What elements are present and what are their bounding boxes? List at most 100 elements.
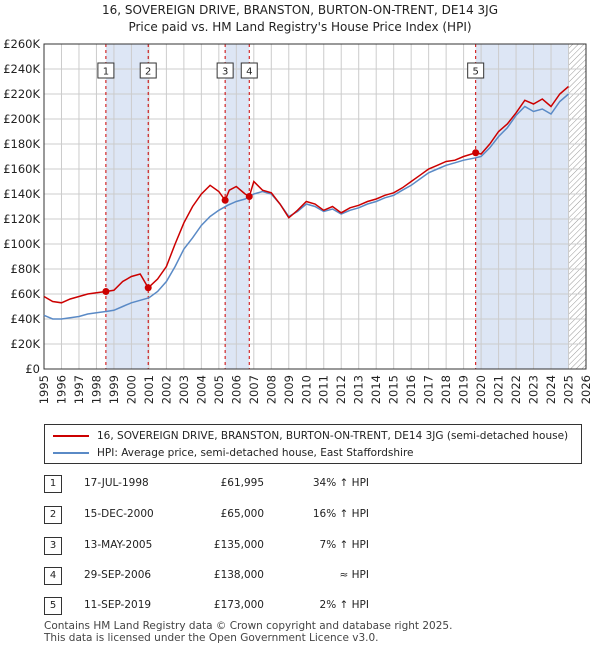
transaction-date: 11-SEP-2019 xyxy=(84,599,152,611)
x-tick-label: 2004 xyxy=(194,375,208,404)
sale-number-box xyxy=(467,62,485,79)
sale-point xyxy=(144,284,152,292)
transaction-date: 29-SEP-2006 xyxy=(84,569,152,581)
transaction-price: £135,000 xyxy=(213,539,264,551)
sale-number-box xyxy=(240,62,258,79)
y-tick-label: £0 xyxy=(25,362,40,376)
x-tick-label: 2015 xyxy=(387,375,401,404)
transaction-hpi: 16% ↑ HPI xyxy=(312,508,369,520)
transaction-date: 13-MAY-2005 xyxy=(84,539,153,551)
transaction-hpi: ≈ HPI xyxy=(339,569,369,581)
chart-legend: 16, SOVEREIGN DRIVE, BRANSTON, BURTON-ON… xyxy=(44,424,582,464)
sale-number-label: 1 xyxy=(103,67,109,78)
y-tick-label: £140K xyxy=(3,187,40,201)
x-tick-label: 2016 xyxy=(404,375,418,404)
transaction-price: £173,000 xyxy=(213,599,264,611)
y-tick-label: £60K xyxy=(11,287,41,301)
y-tick-label: £120K xyxy=(3,212,40,226)
transaction-number: 4 xyxy=(44,567,62,585)
transaction-number: 1 xyxy=(44,475,62,493)
x-tick-label: 2025 xyxy=(562,375,576,404)
sale-number-box xyxy=(216,62,234,79)
x-tick-label: 1996 xyxy=(54,375,68,404)
transaction-date: 17-JUL-1998 xyxy=(84,477,149,489)
y-tick-label: £40K xyxy=(11,312,41,326)
plot-frame xyxy=(43,43,587,370)
y-tick-label: £240K xyxy=(3,62,40,76)
y-tick-label: £200K xyxy=(3,112,40,126)
x-tick-label: 2000 xyxy=(124,375,138,404)
x-tick-label: 2019 xyxy=(457,375,471,404)
x-tick-label: 2020 xyxy=(474,375,488,404)
transaction-hpi: 7% ↑ HPI xyxy=(319,539,369,551)
x-tick-label: 1995 xyxy=(37,375,51,404)
legend-label-property: 16, SOVEREIGN DRIVE, BRANSTON, BURTON-ON… xyxy=(97,430,569,442)
x-tick-label: 2013 xyxy=(352,375,366,404)
x-tick-label: 2018 xyxy=(439,375,453,404)
transaction-row: 1 17-JUL-1998 £61,995 34% ↑ HPI xyxy=(44,474,584,494)
x-tick-label: 2007 xyxy=(247,375,261,404)
transaction-row: 4 29-SEP-2006 £138,000 ≈ HPI xyxy=(44,566,584,586)
transaction-price: £61,995 xyxy=(220,477,264,489)
y-tick-label: £180K xyxy=(3,137,40,151)
transaction-price: £65,000 xyxy=(220,508,264,520)
x-tick-label: 2005 xyxy=(212,375,226,404)
sale-point xyxy=(245,193,253,200)
legend-swatch-hpi xyxy=(53,452,89,454)
shaded-period xyxy=(105,44,149,369)
footer-copyright: Contains HM Land Registry data © Crown c… xyxy=(44,620,453,632)
transaction-date: 15-DEC-2000 xyxy=(84,508,154,520)
x-tick-label: 2022 xyxy=(509,375,523,404)
sale-number-box xyxy=(139,62,157,79)
x-tick-label: 2010 xyxy=(299,375,313,404)
transaction-row: 5 11-SEP-2019 £173,000 2% ↑ HPI xyxy=(44,596,584,616)
x-tick-label: 2009 xyxy=(282,375,296,404)
x-tick-label: 2021 xyxy=(492,375,506,404)
x-tick-label: 2008 xyxy=(264,375,278,404)
sale-number-label: 3 xyxy=(222,67,228,78)
property-series-line xyxy=(43,85,569,304)
transaction-number: 3 xyxy=(44,537,62,555)
chart-title: 16, SOVEREIGN DRIVE, BRANSTON, BURTON-ON… xyxy=(101,3,498,17)
sale-point xyxy=(102,288,110,296)
x-tick-label: 2003 xyxy=(177,375,191,404)
chart-subtitle: Price paid vs. HM Land Registry's House … xyxy=(128,20,472,34)
legend-label-hpi: HPI: Average price, semi-detached house,… xyxy=(97,447,414,459)
y-tick-label: £260K xyxy=(3,37,40,51)
transaction-price: £138,000 xyxy=(213,569,264,581)
legend-item-hpi: HPI: Average price, semi-detached house,… xyxy=(53,445,414,461)
x-tick-label: 2002 xyxy=(159,375,173,404)
x-tick-label: 2023 xyxy=(527,375,541,404)
transaction-row: 3 13-MAY-2005 £135,000 7% ↑ HPI xyxy=(44,536,584,556)
hpi-series-line xyxy=(43,93,569,320)
x-tick-label: 2024 xyxy=(544,375,558,404)
sale-point xyxy=(472,149,480,157)
x-tick-label: 2026 xyxy=(579,375,593,404)
x-tick-label: 2001 xyxy=(142,375,156,404)
sale-number-label: 2 xyxy=(145,67,151,78)
x-tick-label: 1999 xyxy=(107,375,121,404)
sale-number-label: 5 xyxy=(472,67,478,78)
transaction-hpi: 2% ↑ HPI xyxy=(319,599,369,611)
x-tick-label: 1997 xyxy=(72,375,86,404)
sale-point xyxy=(221,196,229,204)
y-tick-label: £100K xyxy=(3,237,40,251)
legend-item-property: 16, SOVEREIGN DRIVE, BRANSTON, BURTON-ON… xyxy=(53,428,568,444)
shaded-period xyxy=(475,44,569,369)
transaction-hpi: 34% ↑ HPI xyxy=(312,477,369,489)
forecast-hatch xyxy=(568,44,586,369)
x-tick-label: 2012 xyxy=(334,375,348,404)
x-tick-label: 2011 xyxy=(317,375,331,404)
y-tick-label: £20K xyxy=(11,337,41,351)
transaction-number: 5 xyxy=(44,597,62,615)
y-tick-label: £220K xyxy=(3,87,40,101)
transaction-row: 2 15-DEC-2000 £65,000 16% ↑ HPI xyxy=(44,505,584,525)
sale-number-box xyxy=(97,62,115,79)
transaction-number: 2 xyxy=(44,506,62,524)
x-tick-label: 1998 xyxy=(89,375,103,404)
x-tick-label: 2006 xyxy=(229,375,243,404)
footer: Contains HM Land Registry data © Crown c… xyxy=(44,620,452,644)
x-tick-label: 2014 xyxy=(369,375,383,404)
price-chart: £0 £20K £40K £60K £80K £100K £120K £140K £160K £1… xyxy=(3,37,593,404)
footer-licence: This data is licensed under the Open Gov… xyxy=(44,632,379,644)
